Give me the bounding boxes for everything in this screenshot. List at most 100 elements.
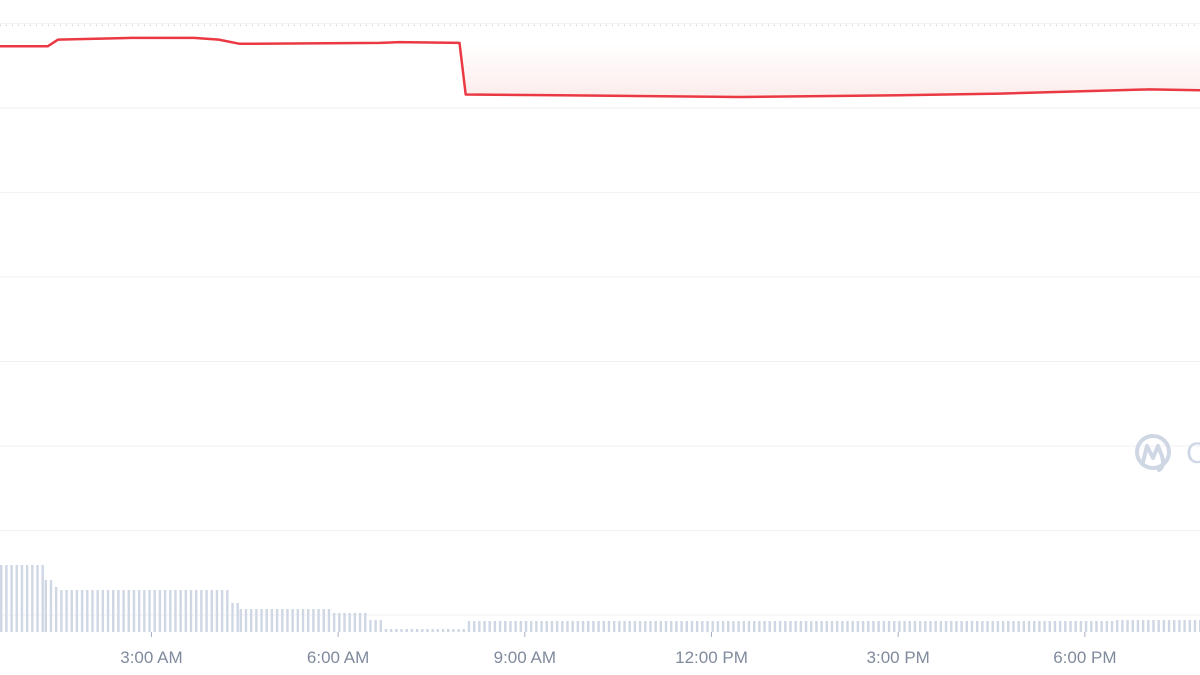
volume-bar [830,621,834,632]
volume-bar [174,590,177,632]
volume-bar [80,590,84,632]
volume-bar [752,621,756,632]
volume-bar [815,621,818,632]
volume-bar [955,621,958,632]
volume-bar [706,621,709,632]
x-tick-label: 3:00 AM [120,648,182,667]
volume-bar [1157,620,1160,632]
x-tick-label: 9:00 AM [494,648,556,667]
volume-bar [716,621,720,632]
volume-bar [153,590,156,632]
volume-bar [421,629,424,632]
volume-bar [623,621,626,632]
volume-bar [122,590,125,632]
volume-bar [861,621,865,632]
volume-bar [431,629,434,632]
volume-bar [472,621,476,632]
volume-bar [882,621,886,632]
volume-bar [210,590,213,632]
volume-bar [436,629,440,632]
volume-bar [353,613,357,632]
volume-bar [478,621,481,632]
volume-bar [91,590,94,632]
volume-bar [1033,621,1036,632]
volume-bar [338,613,341,632]
volume-bar [86,590,89,632]
volume-bar [524,621,528,632]
volume-bar [226,590,229,632]
volume-bar [265,609,268,632]
volume-bar [132,590,136,632]
volume-bar [1183,620,1186,632]
volume-bar [898,621,901,632]
volume-bar [467,621,471,632]
x-tick-label: 3:00 PM [867,648,930,667]
volume-bar [981,621,984,632]
volume-bar [1084,621,1088,632]
volume-bar [1136,620,1140,632]
volume-bar [975,621,979,632]
volume-bar [649,621,652,632]
volume-bar [1188,620,1191,632]
volume-bar [1173,620,1176,632]
x-tick-label: 6:00 AM [307,648,369,667]
volume-bar [205,590,208,632]
price-fill-area [459,42,1200,98]
volume-bar [332,613,336,632]
volume-bar [1090,621,1093,632]
volume-bar [550,621,554,632]
volume-bar [70,590,73,632]
volume-bar [628,621,631,632]
price-fill [459,42,1200,98]
volume-bar [1038,621,1041,632]
volume-bar [49,580,53,632]
volume-bars [0,565,1200,632]
volume-bar [950,621,953,632]
volume-bar [148,590,151,632]
x-axis: 3:00 AM 6:00 AM 9:00 AM 12:00 PM 3:00 PM 6:00… [120,632,1117,667]
volume-bar [680,621,683,632]
volume-bar [644,621,647,632]
volume-bar [799,621,803,632]
volume-bar [970,621,974,632]
volume-bar [1095,621,1098,632]
volume-bar [1105,621,1109,632]
volume-bar [597,621,600,632]
volume-bar [270,609,274,632]
volume-bar [447,629,450,632]
volume-bar [540,621,543,632]
price-line [0,36,1200,99]
volume-bar [841,621,844,632]
volume-bar [189,590,193,632]
volume-bar [5,565,8,632]
volume-bar [260,609,263,632]
volume-bar [281,609,284,632]
volume-bar [231,603,234,632]
volume-bar [519,621,523,632]
volume-bar [54,587,58,632]
volume-bar [117,590,120,632]
volume-bar [607,621,611,632]
volume-bar [825,621,828,632]
volume-bar [1027,621,1031,632]
volume-bar [275,609,279,632]
volume-bar [659,621,663,632]
volume-bar [322,609,325,632]
volume-bar [405,629,408,632]
volume-bar [721,621,725,632]
volume-bar [25,565,29,632]
volume-bar [60,590,63,632]
volume-bar [727,621,730,632]
volume-bar [612,621,616,632]
volume-bar [127,590,130,632]
volume-bar [1110,621,1114,632]
volume-bar [317,609,320,632]
volume-bar [15,565,18,632]
volume-bar [1079,621,1083,632]
volume-bar [908,621,911,632]
volume-bar [65,590,68,632]
volume-bar [462,629,465,632]
volume-bar [913,621,917,632]
volume-bar [1131,620,1134,632]
